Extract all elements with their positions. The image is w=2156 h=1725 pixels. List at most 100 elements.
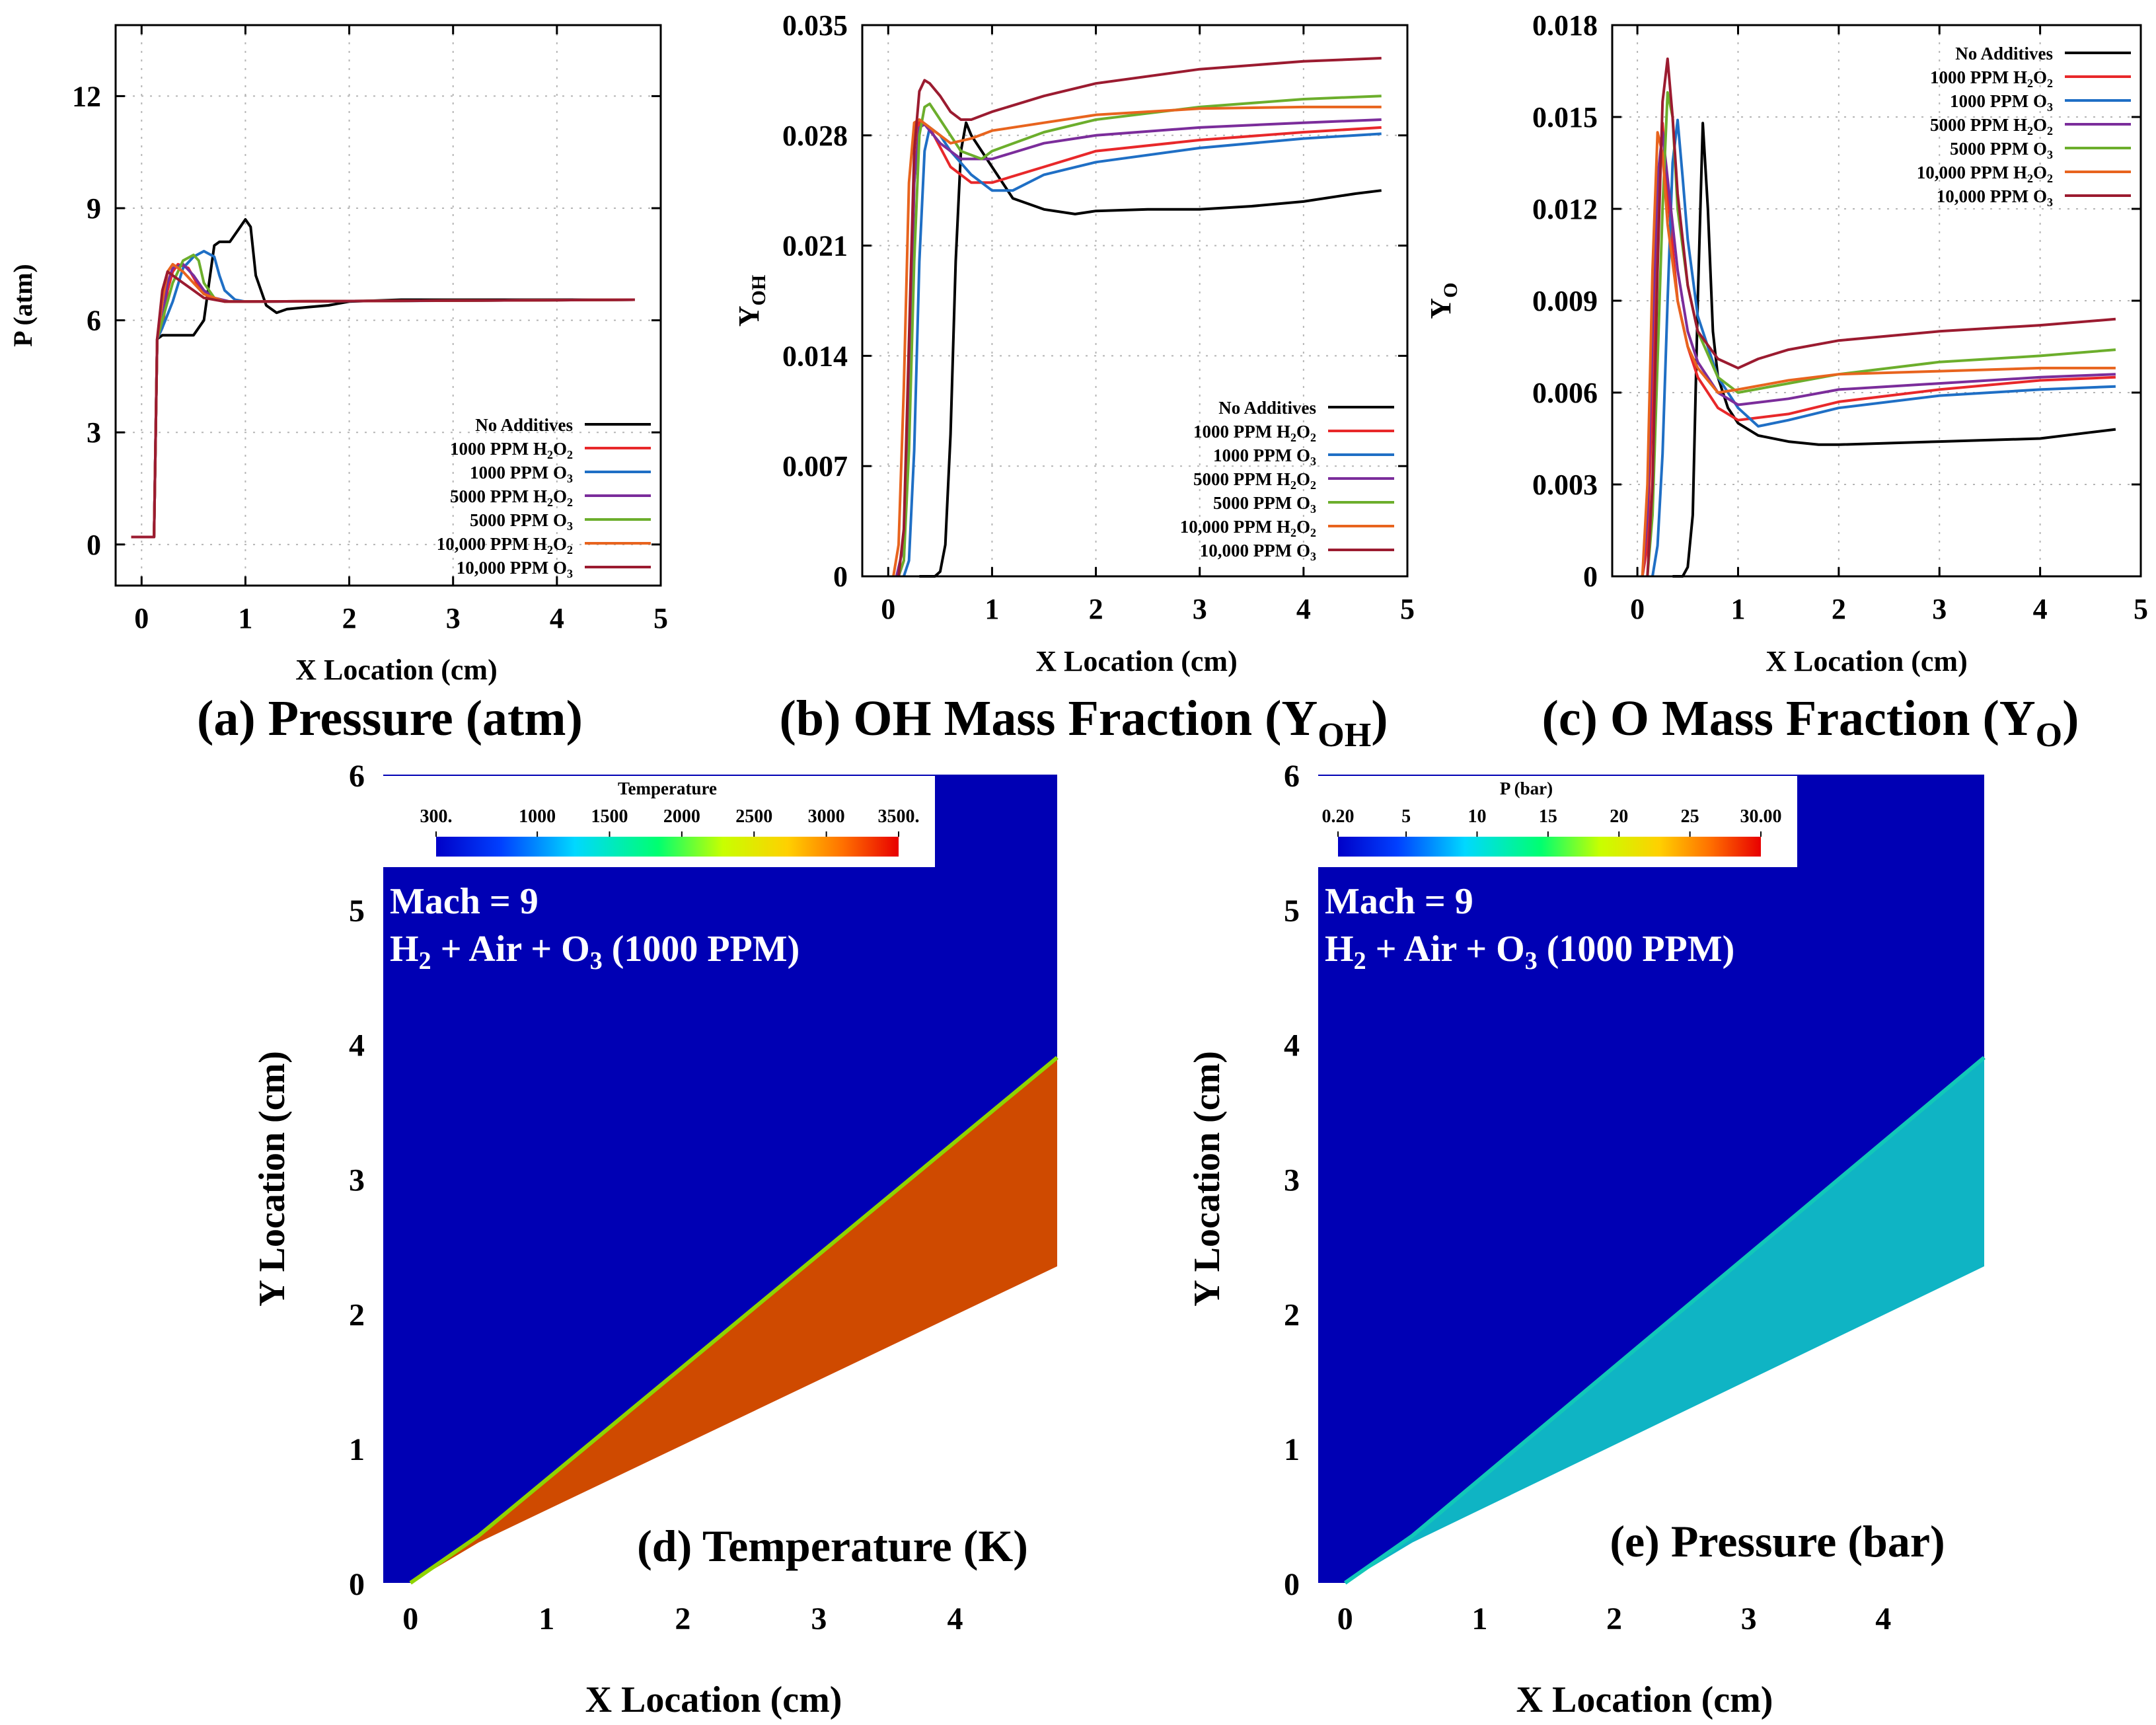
text-run: 1000 PPM O [1950, 91, 2047, 111]
x-tick-label: 4 [550, 602, 564, 634]
y-tick-label: 5 [349, 894, 365, 929]
text-run: 1000 PPM O [1213, 445, 1310, 465]
x-tick-label: 3 [1741, 1601, 1757, 1636]
x-tick-label: 5 [1400, 593, 1415, 625]
subscript: 2 [1310, 431, 1316, 444]
mixture-annotation: H2 + Air + O3 (1000 PPM) [390, 929, 799, 975]
x-tick-label: 4 [947, 1601, 963, 1636]
colorbar-tick-label: 2500 [735, 806, 772, 827]
y-tick-label: 0 [833, 560, 848, 593]
mach-annotation: Mach = 9 [1325, 881, 1473, 922]
subscript: 2 [567, 543, 573, 556]
subscript: 2 [1290, 431, 1296, 444]
subscript: 3 [2047, 148, 2053, 161]
y-tick-label: 0.028 [782, 120, 848, 152]
legend-entry: 5000 PPM H2O2 [1930, 115, 2053, 137]
series-line [897, 57, 1382, 577]
panel-caption: (b) OH Mass Fraction (YOH) [780, 691, 1388, 754]
y-axis-label: Y Location (cm) [1187, 1051, 1228, 1307]
colorbar-tick-label: 30.00 [1740, 806, 1782, 827]
y-tick-label: 0.018 [1532, 9, 1598, 42]
y-tick-label: 0 [87, 529, 101, 561]
y-tick-label: 0.003 [1532, 469, 1598, 501]
subscript: 2 [1354, 947, 1366, 975]
y-tick-label: 3 [349, 1163, 365, 1198]
y-tick-label: 0.021 [782, 230, 848, 262]
series-line [919, 121, 1382, 578]
series-line [892, 105, 1382, 577]
subscript: 2 [2047, 124, 2053, 137]
x-axis-label: X Location (cm) [1766, 645, 1968, 677]
freestream-region [383, 775, 1057, 1583]
y-tick-label: 0.009 [1532, 285, 1598, 317]
x-tick-label: 1 [985, 593, 999, 625]
subscript: 3 [1525, 947, 1538, 975]
panel-caption: (e) Pressure (bar) [1610, 1516, 1945, 1566]
subscript: 3 [2047, 100, 2053, 114]
colorbar-gradient [1338, 837, 1761, 857]
panel-caption: (d) Temperature (K) [637, 1521, 1028, 1571]
panel-b-oh-mass-fraction-line-chart: 0 1 2 3 4 5 0 0.007 0.014 0.021 0.028 0.035 X Locati… [733, 9, 1415, 754]
series-line [902, 126, 1382, 577]
text-run: 5000 PPM O [1213, 493, 1310, 513]
colorbar-title: Temperature [618, 779, 717, 798]
x-axis-label: X Location (cm) [585, 1679, 842, 1720]
y-tick-label: 9 [87, 192, 101, 225]
text-run: 10,000 PPM O [1937, 186, 2047, 206]
x-tick-label: 4 [2033, 593, 2048, 625]
x-tick-label: 0 [134, 602, 149, 634]
colorbar-tick-label: 1000 [519, 806, 556, 827]
subscript: O [2036, 716, 2062, 754]
x-tick-label: 4 [1296, 593, 1311, 625]
y-tick-label: 0 [1284, 1567, 1300, 1602]
legend-entry: 5000 PPM O3 [470, 510, 573, 533]
legend-entry: 1000 PPM H2O2 [1193, 422, 1316, 444]
legend-entry: 1000 PPM H2O2 [450, 439, 573, 461]
text-run: (a) Pressure (atm) [197, 691, 583, 746]
x-tick-label: 0 [1630, 593, 1645, 625]
text-run: No Additives [1955, 44, 2053, 63]
subscript: 3 [567, 519, 573, 533]
legend-entry: 1000 PPM O3 [1950, 91, 2053, 114]
text-run: O [1296, 422, 1310, 441]
plot-frame [114, 24, 662, 587]
panel-c-o-mass-fraction-line-chart: 0 1 2 3 4 5 0 0.003 0.006 0.009 0.012 0.015 0.018 X L… [1425, 9, 2148, 754]
x-tick-label: 2 [1606, 1601, 1622, 1636]
text-run: 10,000 PPM H [437, 534, 547, 554]
subscript: 2 [1310, 526, 1316, 539]
text-run: O [2033, 67, 2047, 87]
y-tick-label: 6 [1284, 759, 1300, 794]
y-axis-label: Y Location (cm) [252, 1051, 293, 1307]
x-axis-label: X Location (cm) [1516, 1679, 1773, 1720]
text-run: O [553, 439, 567, 459]
y-tick-label: 0.014 [782, 340, 848, 372]
text-run: No Additives [475, 415, 573, 435]
x-tick-label: 1 [1471, 1601, 1487, 1636]
text-run: Y [733, 305, 765, 326]
x-tick-label: 3 [446, 602, 461, 634]
colorbar-tick-label: 1500 [591, 806, 628, 827]
y-tick-label: 0.007 [782, 450, 848, 482]
subscript: OH [748, 275, 770, 306]
y-tick-label: 1 [349, 1432, 365, 1467]
subscript: 2 [1290, 479, 1296, 492]
subscript: 3 [567, 472, 573, 485]
y-tick-label: 5 [1284, 894, 1300, 929]
text-run: O [553, 486, 567, 506]
colorbar-tick-label: 20 [1610, 806, 1628, 827]
legend-entry: 10,000 PPM O3 [457, 558, 573, 580]
legend-entry: 5000 PPM O3 [1950, 139, 2053, 161]
series-line [1672, 122, 2116, 578]
y-tick-label: 3 [1284, 1163, 1300, 1198]
subscript: 3 [590, 947, 603, 975]
text-run: (b) OH Mass Fraction (Y [780, 691, 1318, 746]
x-tick-label: 0 [881, 593, 895, 625]
subscript: O [1440, 282, 1462, 297]
x-tick-label: 4 [1875, 1601, 1891, 1636]
colorbar-tick-label: 3500. [878, 806, 920, 827]
x-tick-label: 2 [1832, 593, 1846, 625]
subscript: 2 [567, 448, 573, 461]
shock-front [1344, 1055, 1986, 1585]
